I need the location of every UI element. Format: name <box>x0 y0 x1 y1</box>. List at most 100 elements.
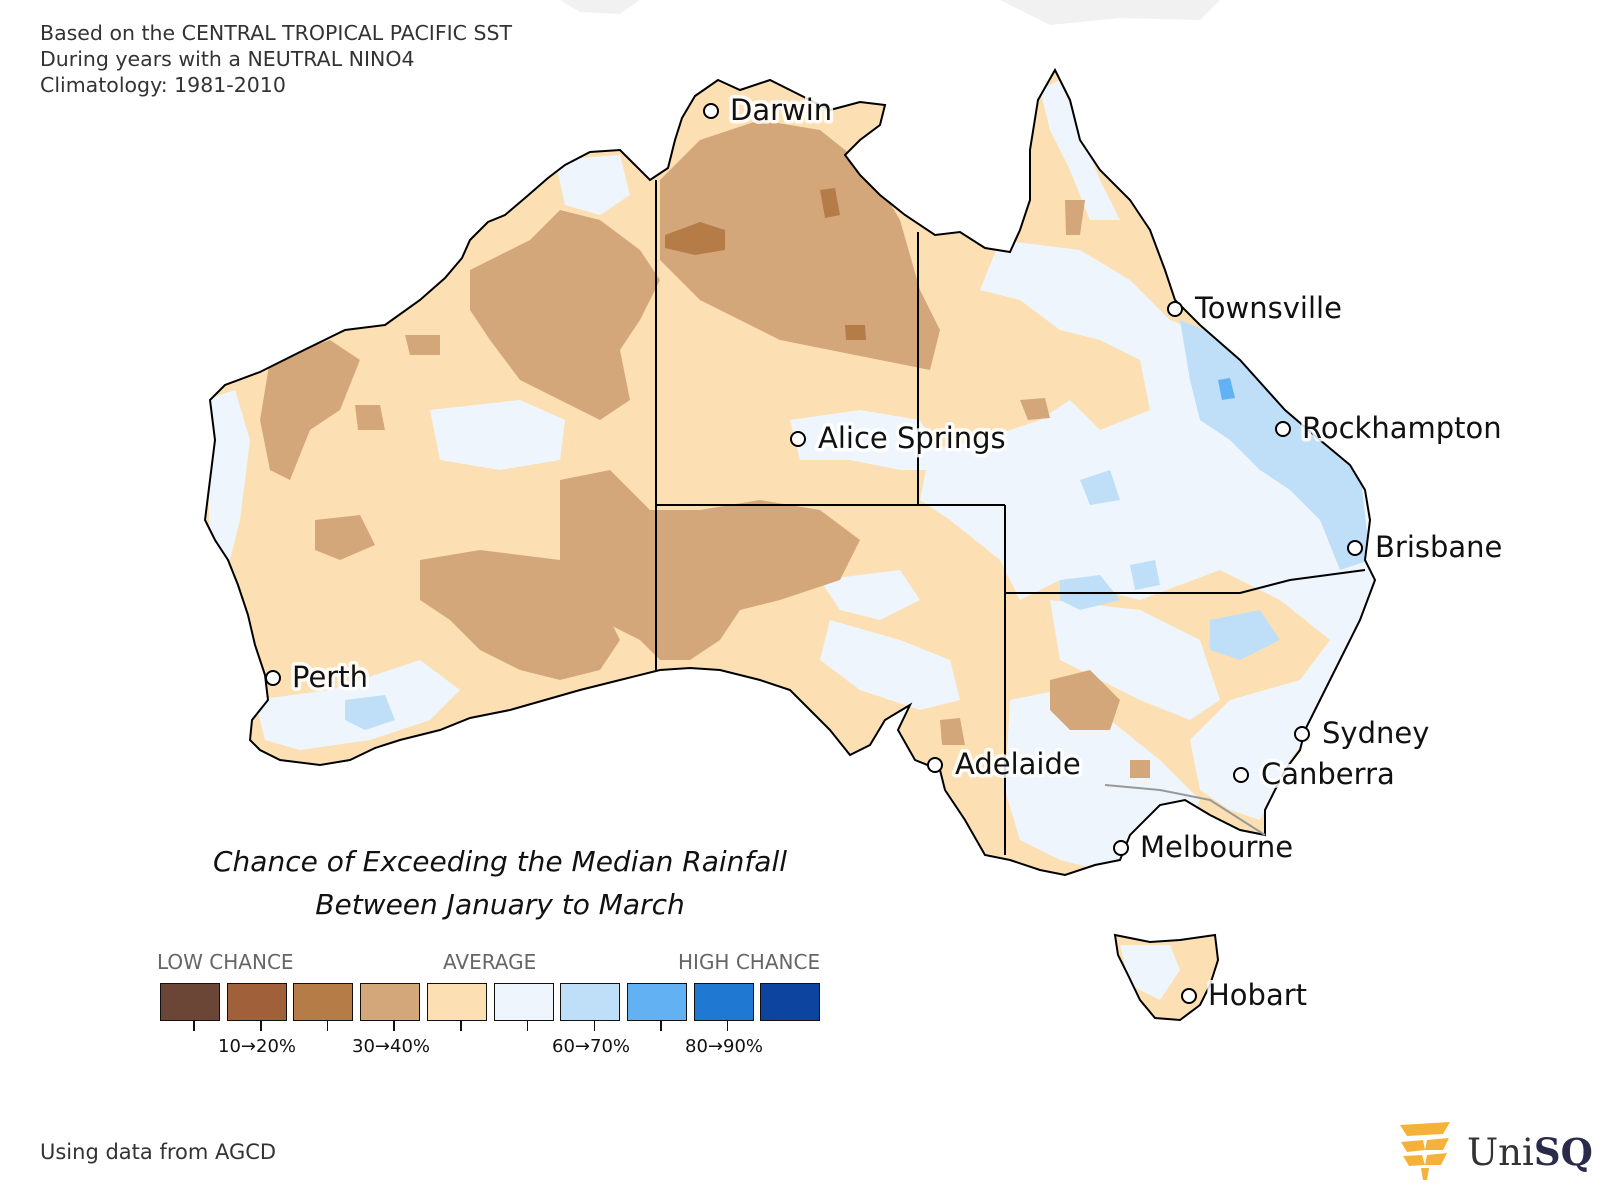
state-borders <box>655 180 1366 855</box>
legend-swatch <box>560 983 621 1021</box>
legend-swatch <box>493 983 554 1021</box>
legend-swatch <box>426 983 487 1021</box>
legend-swatch <box>293 983 354 1021</box>
city-marker-icon <box>265 670 281 686</box>
background-landmass <box>560 0 640 14</box>
legend-low-label: LOW CHANCE <box>157 950 294 974</box>
city-melbourne: Melbourne <box>1113 827 1297 868</box>
probability-region <box>1020 398 1050 420</box>
probability-region <box>555 155 630 215</box>
city-marker-icon <box>790 431 806 447</box>
legend-tick <box>193 1021 195 1031</box>
legend-tick-label: 80→90% <box>685 1036 763 1057</box>
city-sydney: Sydney <box>1294 713 1433 754</box>
city-darwin: Darwin <box>703 90 836 131</box>
probability-region <box>920 240 1375 820</box>
background-landmass <box>1000 0 1220 25</box>
probability-region <box>1120 945 1180 1000</box>
legend-tick <box>660 1021 662 1031</box>
legend-swatch <box>360 983 421 1021</box>
legend-swatch <box>760 983 821 1021</box>
city-label: Adelaide <box>955 747 1081 781</box>
probability-region <box>820 188 840 218</box>
city-marker-icon <box>1113 840 1129 856</box>
legend-swatch <box>626 983 687 1021</box>
city-marker-icon <box>1167 301 1183 317</box>
probability-region <box>260 340 360 480</box>
unisq-logo-icon <box>1400 1122 1450 1180</box>
probability-region <box>1130 560 1160 590</box>
legend-swatch <box>693 983 754 1021</box>
probability-region <box>665 222 725 255</box>
city-label: Canberra <box>1261 757 1395 791</box>
probability-region <box>1080 470 1120 505</box>
city-canberra: Canberra <box>1233 754 1398 795</box>
legend-swatch <box>226 983 287 1021</box>
probability-region <box>315 515 375 560</box>
city-label: Alice Springs <box>818 421 1006 455</box>
legend-tick <box>726 1021 729 1031</box>
data-source-note: Using data from AGCD <box>40 1140 277 1164</box>
legend-tick <box>460 1021 462 1031</box>
probability-region <box>1218 378 1235 400</box>
legend-tick <box>326 1021 329 1031</box>
probability-region <box>430 400 565 470</box>
logo-text-uni: Uni <box>1467 1131 1534 1174</box>
probability-region <box>820 570 920 620</box>
legend-high-label: HIGH CHANCE <box>678 950 821 974</box>
probability-region <box>470 210 660 420</box>
city-marker-icon <box>927 757 943 773</box>
legend-tick <box>593 1021 596 1031</box>
probability-region <box>345 695 395 730</box>
legend-swatch <box>160 983 220 1021</box>
probability-region <box>940 718 965 745</box>
unisq-logo-text: UniSQ <box>1467 1130 1593 1174</box>
city-marker-icon <box>703 103 719 119</box>
probability-region <box>405 335 440 355</box>
probability-region <box>845 325 866 340</box>
legend-tick <box>393 1021 395 1031</box>
legend-tick-label: 10→20% <box>218 1036 296 1057</box>
city-rockhampton: Rockhampton <box>1275 408 1505 449</box>
legend-tick <box>260 1021 262 1031</box>
city-label: Rockhampton <box>1302 411 1502 445</box>
note-nino4: During years with a NEUTRAL NINO4 <box>40 47 415 71</box>
probability-region <box>1210 610 1280 660</box>
city-markers: Darwin Townsville Alice Springs Rockhamp… <box>265 90 1506 1016</box>
probability-region <box>355 405 385 430</box>
map-title: Chance of Exceeding the Median Rainfall … <box>140 840 860 926</box>
note-climatology: Climatology: 1981-2010 <box>40 73 286 97</box>
city-adelaide: Adelaide <box>927 744 1084 785</box>
city-label: Brisbane <box>1375 530 1502 564</box>
probability-region <box>820 620 960 710</box>
logo-text-sq: SQ <box>1533 1130 1593 1174</box>
probability-region <box>205 390 250 560</box>
probability-region <box>790 410 950 470</box>
city-brisbane: Brisbane <box>1347 527 1506 568</box>
probability-legend: LOW CHANCE AVERAGE HIGH CHANCE 10→20% 30… <box>157 950 840 1057</box>
city-label: Darwin <box>730 93 832 127</box>
probability-region <box>1065 200 1085 235</box>
city-label: Sydney <box>1322 716 1429 750</box>
probability-region <box>1050 670 1120 730</box>
city-townsville: Townsville <box>1167 288 1345 329</box>
probability-region <box>420 550 620 680</box>
city-label: Townsville <box>1194 291 1342 325</box>
city-marker-icon <box>1181 988 1197 1004</box>
unisq-logo: UniSQ <box>1395 1120 1593 1190</box>
city-hobart: Hobart <box>1181 975 1311 1016</box>
probability-region <box>1130 760 1150 778</box>
city-perth: Perth <box>265 657 371 698</box>
city-marker-icon <box>1294 726 1310 742</box>
legend-tick-label: 30→40% <box>352 1036 430 1057</box>
map-title-line2: Between January to March <box>315 888 685 921</box>
city-label: Melbourne <box>1140 830 1293 864</box>
legend-average-label: AVERAGE <box>443 950 537 974</box>
city-label: Perth <box>292 660 368 694</box>
legend-tick-label: 60→70% <box>552 1036 630 1057</box>
probability-region <box>1050 600 1220 720</box>
map-title-line1: Chance of Exceeding the Median Rainfall <box>213 845 787 878</box>
city-marker-icon <box>1275 421 1291 437</box>
city-label: Hobart <box>1208 978 1307 1012</box>
